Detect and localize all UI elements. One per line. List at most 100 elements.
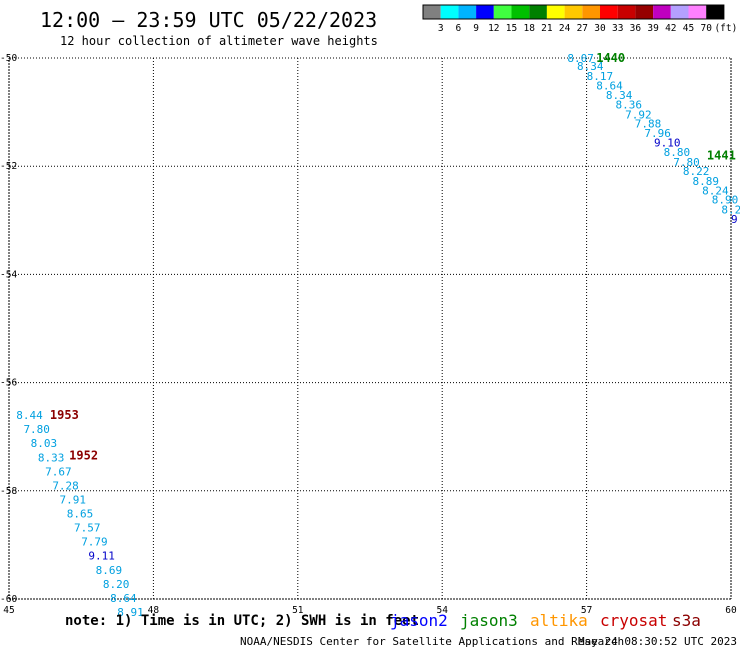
wave-height-value: 8.34 (577, 60, 604, 73)
wave-height-value: 7.88 (635, 117, 662, 130)
wave-height-value: 9.10 (654, 136, 681, 149)
satellite-legend: jason2 jason3 altika cryosat s3a (390, 611, 701, 630)
legend-border (422, 4, 725, 20)
wave-height-value: 8.64 (110, 592, 137, 605)
lon-tick-label: 45 (3, 605, 14, 616)
legend-label: 12 (488, 23, 499, 34)
lat-tick-label: -50 (0, 53, 17, 64)
wave-height-value: 8.89 (692, 175, 719, 188)
map-frame (8, 57, 732, 600)
lat-tick-label: -54 (0, 269, 17, 280)
wave-height-value: 8.44 (16, 409, 43, 422)
wave-height-value: 7.67 (45, 465, 72, 478)
wave-height-value: 8.2 (721, 203, 740, 216)
legend-label: 21 (541, 23, 553, 34)
pass-time-label: 1441 (707, 148, 736, 162)
legend-label: 27 (577, 23, 588, 34)
wave-height-value: 8.22 (683, 165, 710, 178)
wave-height-value: 7.79 (81, 536, 108, 549)
legend-label: 70 (700, 23, 712, 34)
legend-label: 42 (665, 23, 676, 34)
legend-swatch (476, 5, 494, 19)
legend-swatch (564, 5, 583, 19)
wave-height-value: 7.96 (644, 127, 671, 140)
legend-label: 24 (559, 23, 571, 34)
footer-credit: NOAA/NESDIS Center for Satellite Applica… (240, 635, 624, 648)
wave-height-value: 8.33 (38, 451, 65, 464)
legend-swatch (582, 5, 600, 19)
map-grid (8, 57, 732, 600)
wave-height-value: 7.80 (23, 423, 50, 436)
legend-label: 30 (594, 23, 606, 34)
wave-height-value: 8.34 (606, 89, 633, 102)
legend-swatch (670, 5, 689, 19)
satellite-passes: 8.078.348.178.648.348.367.927.887.969.10… (16, 51, 740, 619)
legend-swatch (511, 5, 530, 19)
wave-height-value: 7.91 (60, 493, 87, 506)
wave-height-value: 8.17 (587, 70, 614, 83)
legend-swatch (600, 5, 618, 19)
legend-label: 3 (438, 23, 444, 34)
lat-tick-label: -52 (0, 161, 17, 172)
legend-unit: (ft) (714, 23, 737, 34)
wave-height-value: 7.57 (74, 522, 101, 535)
legend-swatch (529, 5, 547, 19)
legend-swatch (458, 5, 477, 19)
legend-swatch (706, 5, 724, 19)
wave-height-value: 8.65 (67, 508, 94, 521)
footer-timestamp: May 24 08:30:52 UTC 2023 (578, 635, 737, 648)
lat-tick-label: -56 (0, 378, 17, 389)
page-subtitle: 12 hour collection of altimeter wave hei… (60, 34, 378, 48)
pass-time-label: 1440 (596, 51, 625, 65)
legend-swatch (688, 5, 707, 19)
legend-label: 18 (523, 23, 535, 34)
wave-height-value: 7.80 (673, 156, 700, 169)
legend-label: 36 (630, 23, 642, 34)
wave-height-value: 7.92 (625, 108, 652, 121)
lon-tick-label: 51 (292, 605, 304, 616)
legend-label: 9 (473, 23, 479, 34)
satellite-name-s3a: s3a (672, 611, 701, 630)
legend-swatch (653, 5, 671, 19)
lat-tick-label: -60 (0, 594, 17, 605)
lon-tick-label: 54 (436, 605, 448, 616)
lat-tick-label: -58 (0, 486, 17, 497)
lon-tick-label: 48 (148, 605, 160, 616)
wave-height-value: 8.07 (567, 52, 594, 65)
axis-ticks: 45 48 51 54 57 60 -50 -52 -54 -56 -58 -60 (0, 53, 737, 616)
wave-height-value: 8.64 (596, 80, 623, 93)
page-title: 12:00 – 23:59 UTC 05/22/2023 (40, 8, 377, 32)
satellite-name-jason2: jason2 (390, 611, 448, 630)
legend-swatch (617, 5, 636, 19)
wave-height-value: 8.03 (31, 437, 58, 450)
legend-label: 15 (506, 23, 517, 34)
satellite-pass: 8.078.348.178.648.348.367.927.887.969.10… (567, 51, 740, 226)
satellite-name-cryosat: cryosat (600, 611, 667, 630)
wave-height-value: 8.24 (702, 185, 729, 198)
wave-height-value: 8.80 (664, 146, 691, 159)
legend-label: 6 (456, 23, 462, 34)
legend-label: 39 (647, 23, 659, 34)
legend-swatch (440, 5, 459, 19)
color-legend: 3 6 9 12 15 18 21 24 27 30 33 36 39 42 45 70 (ft) (422, 4, 737, 34)
wave-height-value: 7.28 (52, 479, 79, 492)
pass-time-label: 1952 (69, 449, 98, 463)
legend-swatch (635, 5, 654, 19)
legend-swatch (423, 5, 441, 19)
wave-height-value: 8.36 (615, 99, 642, 112)
wave-height-value: 8.69 (96, 564, 123, 577)
legend-swatch (493, 5, 512, 19)
legend-label: 33 (612, 23, 623, 34)
wave-height-value: 8.90 (712, 194, 739, 207)
satellite-pass: 8.447.808.038.337.677.287.91 8.657.577.79… (16, 408, 144, 619)
lon-tick-label: 60 (725, 605, 737, 616)
wave-height-value: 9.11 (88, 550, 115, 563)
wave-height-value: 8.20 (103, 578, 130, 591)
wave-height-value: 9 (731, 213, 738, 226)
pass-time-label: 1953 (50, 408, 79, 422)
legend-label: 45 (683, 23, 694, 34)
legend-swatch (546, 5, 565, 19)
satellite-name-altika: altika (530, 611, 588, 630)
